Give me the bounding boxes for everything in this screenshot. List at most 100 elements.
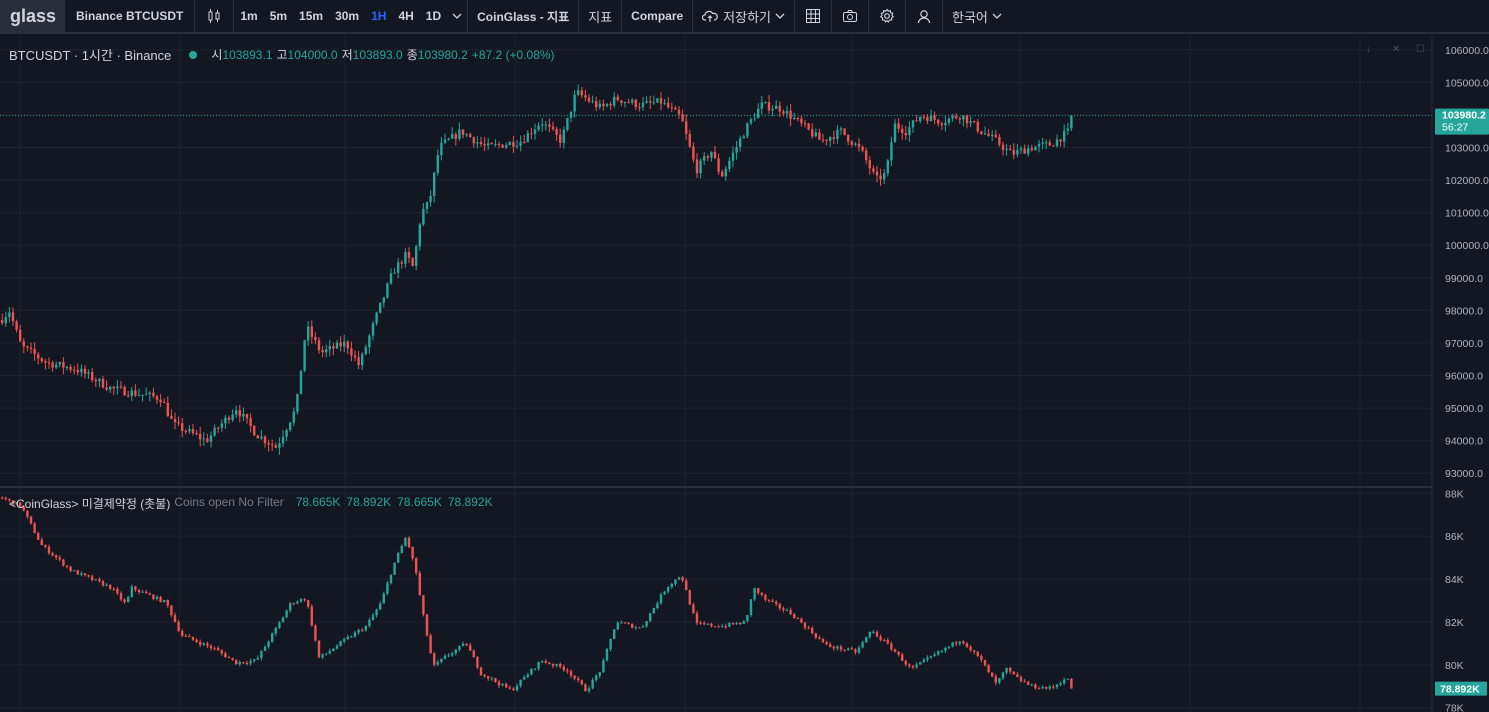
interval-1d[interactable]: 1D (425, 9, 442, 23)
candle-body (98, 378, 101, 382)
candle-body (159, 399, 162, 402)
interval-5m[interactable]: 5m (269, 9, 288, 23)
interval-15m[interactable]: 15m (299, 9, 324, 23)
candle-body (735, 147, 738, 153)
candle-body (512, 141, 515, 147)
chart-type-button[interactable] (195, 0, 233, 33)
candle-body (915, 664, 918, 668)
candle-body (188, 429, 191, 432)
account-button[interactable] (906, 0, 942, 33)
candle-body (155, 396, 159, 400)
coinglass-indicators-button[interactable]: CoinGlass - 지표 (477, 9, 570, 24)
candle-body (649, 101, 652, 103)
candle-body (62, 559, 65, 566)
candle-body (915, 120, 918, 122)
candle-body (901, 128, 904, 133)
interval-4h[interactable]: 4H (398, 9, 414, 23)
candle-body (847, 648, 850, 650)
price-axis[interactable]: 106000.0105000.0104000.0103000.0102000.0… (1435, 45, 1489, 480)
candle-body (785, 110, 789, 114)
candle-body (235, 659, 238, 665)
candle-body (602, 103, 605, 107)
candle-body (148, 593, 151, 595)
candle-body (537, 125, 540, 130)
close-pane-icon[interactable]: ✕ (1392, 44, 1401, 55)
candle-body (260, 436, 263, 439)
candle-body (555, 663, 558, 666)
candle-body (40, 539, 43, 546)
candle-body (515, 685, 519, 691)
candle-body (584, 95, 587, 98)
candle-body (415, 558, 418, 573)
candle-body (292, 411, 295, 423)
coinglass-logo[interactable]: glass (0, 0, 64, 33)
candle-body (641, 102, 645, 108)
candle-body (919, 116, 922, 122)
interval-1m[interactable]: 1m (240, 9, 258, 23)
candle-body (760, 102, 763, 109)
language-selector[interactable]: 한국어 (943, 0, 1011, 33)
interval-1h[interactable]: 1H (371, 9, 387, 23)
interval-30m[interactable]: 30m (335, 9, 360, 23)
candle-body (227, 417, 231, 420)
candle-body (886, 160, 889, 174)
chart-canvas[interactable]: 106000.0 105000.0 104000.0 103000.0 102000.0… (0, 36, 1489, 712)
open-interest-axis[interactable]: 88K 86K 84K 82K 80K 78K 78.892K (1435, 488, 1487, 712)
candle-body (325, 653, 328, 655)
candle-body (1019, 148, 1023, 150)
divider (794, 0, 796, 33)
candle-body (998, 678, 1001, 683)
candle-body (242, 413, 245, 417)
candle-body (58, 361, 61, 365)
settings-button[interactable] (869, 0, 905, 33)
maximize-pane-icon[interactable]: ☐ (1416, 44, 1425, 55)
compare-button[interactable]: Compare (631, 9, 684, 23)
candle-body (890, 643, 893, 650)
candle-body (8, 499, 11, 501)
candle-body (98, 579, 101, 582)
candle-body (969, 646, 972, 651)
indicators-button[interactable]: 지표 (588, 9, 613, 25)
candle-body (717, 158, 720, 172)
layout-button[interactable] (795, 0, 831, 33)
symbol-search-button[interactable]: Binance BTCUSDT (76, 9, 184, 23)
candle-body (317, 640, 321, 658)
candle-body (836, 646, 839, 649)
candle-body (188, 635, 191, 637)
candle-body (375, 312, 378, 324)
candle-body (857, 143, 861, 147)
candle-body (11, 312, 15, 322)
candle-body (695, 159, 699, 174)
candle-body (177, 422, 180, 424)
candle-body (217, 427, 220, 429)
interval-dropdown[interactable] (447, 0, 467, 33)
candle-body (231, 414, 234, 420)
candle-body (980, 656, 983, 660)
candle-body (771, 600, 774, 602)
candle-body (551, 663, 555, 666)
move-down-icon[interactable]: ↓ (1366, 44, 1371, 55)
candle-body (15, 321, 18, 330)
candle-body (1063, 679, 1066, 684)
candle-body (339, 641, 342, 646)
candle-body (213, 648, 216, 650)
candle-body (1037, 688, 1041, 690)
save-button[interactable]: 저장하기 (693, 0, 794, 33)
open-value: 103893.1 (222, 47, 273, 62)
candle-body (37, 533, 40, 540)
candle-body (641, 626, 645, 628)
candle-body (393, 562, 396, 575)
symbol-title[interactable]: BTCUSDT · 1시간 · Binance (9, 48, 172, 63)
candle-body (271, 444, 274, 446)
candle-body (976, 121, 979, 132)
candle-body (303, 599, 306, 601)
candle-body (393, 272, 396, 274)
candle-body (609, 104, 612, 106)
candle-body (735, 622, 738, 625)
screenshot-button[interactable] (832, 0, 868, 33)
candle-body (782, 608, 785, 611)
candle-body (973, 121, 976, 123)
oi-indicator-name[interactable]: <CoinGlass> 미결제약정 (촛불) (9, 497, 171, 511)
oi-tick-label: 84K (1445, 574, 1464, 586)
candle-body (893, 649, 897, 652)
